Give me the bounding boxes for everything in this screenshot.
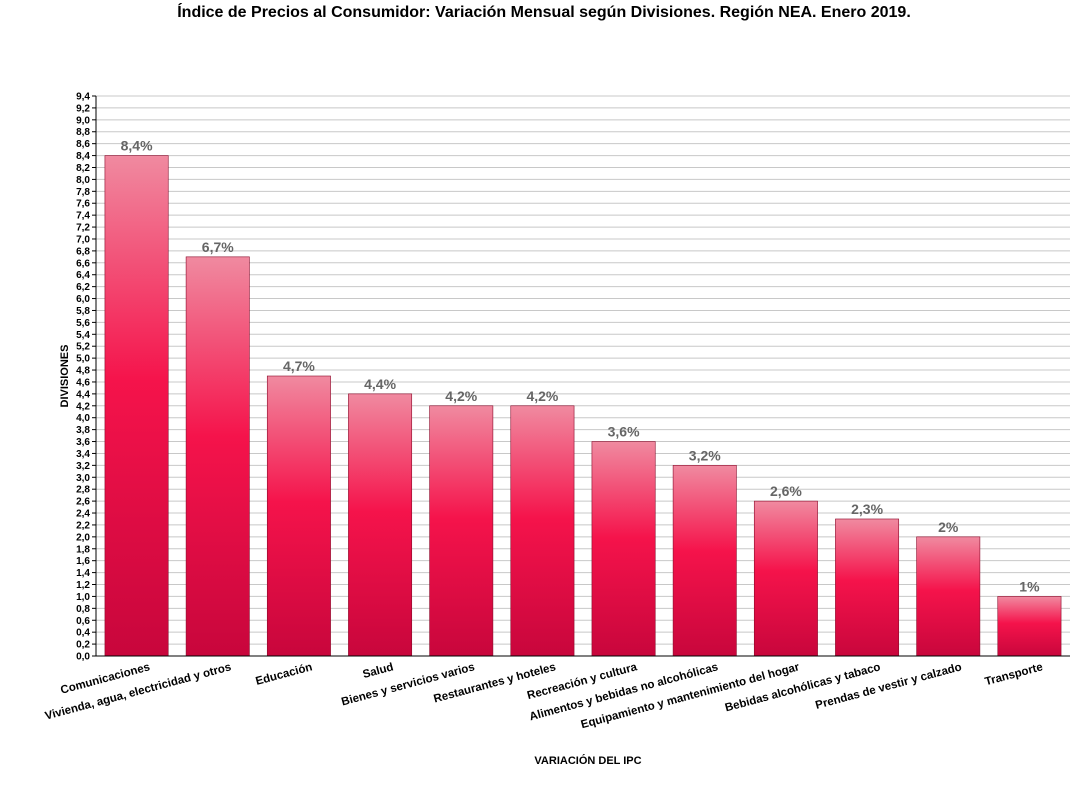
y-tick-label: 9,0 (76, 115, 90, 126)
y-tick-label: 6,0 (76, 294, 90, 305)
y-tick-label: 5,4 (76, 330, 90, 341)
y-tick-label: 7,4 (76, 211, 90, 222)
x-axis-label: VARIACIÓN DEL IPC (534, 754, 641, 767)
y-tick-label: 7,2 (76, 223, 90, 234)
y-tick-label: 0,0 (76, 652, 90, 663)
y-tick-label: 2,8 (76, 485, 90, 496)
y-tick-label: 9,4 (76, 92, 90, 103)
y-tick-label: 3,0 (76, 473, 90, 484)
y-tick-label: 5,8 (76, 306, 90, 317)
data-label: 4,2% (526, 388, 558, 404)
y-tick-label: 2,0 (76, 532, 90, 543)
y-tick-label: 4,0 (76, 413, 90, 424)
y-tick-label: 9,2 (76, 103, 90, 114)
data-label: 2,6% (770, 483, 802, 499)
bar (753, 500, 818, 657)
bar (429, 405, 494, 657)
data-label: 8,4% (121, 138, 153, 154)
y-tick-label: 3,4 (76, 449, 90, 460)
x-category-label: Educación (254, 661, 313, 688)
y-tick-label: 5,2 (76, 342, 90, 353)
bar (672, 465, 737, 657)
y-tick-label: 4,6 (76, 377, 90, 388)
y-tick-label: 1,8 (76, 544, 90, 555)
y-tick-label: 1,0 (76, 592, 90, 603)
x-category-label: Bienes y servicios varios (340, 661, 476, 708)
y-tick-label: 8,8 (76, 127, 90, 138)
y-tick-label: 1,2 (76, 580, 90, 591)
y-tick-label: 1,6 (76, 556, 90, 567)
data-label: 3,6% (608, 424, 640, 440)
y-tick-label: 1,4 (76, 568, 90, 579)
bar (104, 155, 169, 657)
y-tick-label: 3,2 (76, 461, 90, 472)
bar (835, 518, 900, 657)
y-tick-label: 2,2 (76, 520, 90, 531)
data-label: 3,2% (689, 447, 721, 463)
y-tick-label: 8,6 (76, 139, 90, 150)
data-labels: 8,4% 6,7% 4,7% 4,4% 4,2% 4,2% 3,6% 3,2% 2,6% 2,3%… (121, 138, 1040, 595)
bar (510, 405, 575, 657)
y-tick-label: 3,6 (76, 437, 90, 448)
bar (185, 256, 250, 657)
x-category-label: Transporte (984, 661, 1045, 688)
y-tick-label: 8,2 (76, 163, 90, 174)
y-axis-ticks: 0,00,20,40,60,81,01,21,41,61,82,02,22,42… (76, 92, 96, 663)
data-label: 6,7% (202, 239, 234, 255)
y-tick-label: 6,6 (76, 258, 90, 269)
y-tick-label: 4,4 (76, 389, 90, 400)
data-label: 2% (938, 519, 959, 535)
y-tick-label: 2,6 (76, 497, 90, 508)
y-tick-label: 0,2 (76, 640, 90, 651)
x-category-label: Salud (362, 661, 395, 681)
y-tick-label: 7,6 (76, 199, 90, 210)
bar (916, 536, 981, 657)
y-tick-label: 7,8 (76, 187, 90, 198)
y-tick-label: 7,0 (76, 234, 90, 245)
data-label: 4,7% (283, 358, 315, 374)
bar (348, 393, 413, 657)
chart-title: Índice de Precios al Consumidor: Variaci… (177, 4, 911, 21)
y-tick-label: 3,8 (76, 425, 90, 436)
bar (266, 375, 331, 657)
data-label: 1% (1019, 578, 1040, 594)
y-tick-label: 0,4 (76, 628, 90, 639)
y-tick-label: 4,8 (76, 366, 90, 377)
data-label: 4,4% (364, 376, 396, 392)
gridlines (96, 95, 1070, 645)
y-tick-label: 0,8 (76, 604, 90, 615)
x-category-label: Prendas de vestir y calzado (814, 661, 963, 712)
y-tick-label: 8,4 (76, 151, 90, 162)
y-tick-label: 2,4 (76, 509, 90, 520)
bar (591, 441, 656, 657)
y-tick-label: 0,6 (76, 616, 90, 627)
y-tick-label: 5,6 (76, 318, 90, 329)
y-tick-label: 6,2 (76, 282, 90, 293)
y-tick-label: 6,4 (76, 270, 90, 281)
y-tick-label: 8,0 (76, 175, 90, 186)
y-axis-label: DIVISIONES (59, 345, 71, 408)
data-label: 2,3% (851, 501, 883, 517)
bar (997, 596, 1062, 657)
y-tick-label: 4,2 (76, 401, 90, 412)
y-tick-label: 5,0 (76, 354, 90, 365)
y-tick-label: 6,8 (76, 246, 90, 257)
bars (104, 155, 1062, 657)
data-label: 4,2% (445, 388, 477, 404)
